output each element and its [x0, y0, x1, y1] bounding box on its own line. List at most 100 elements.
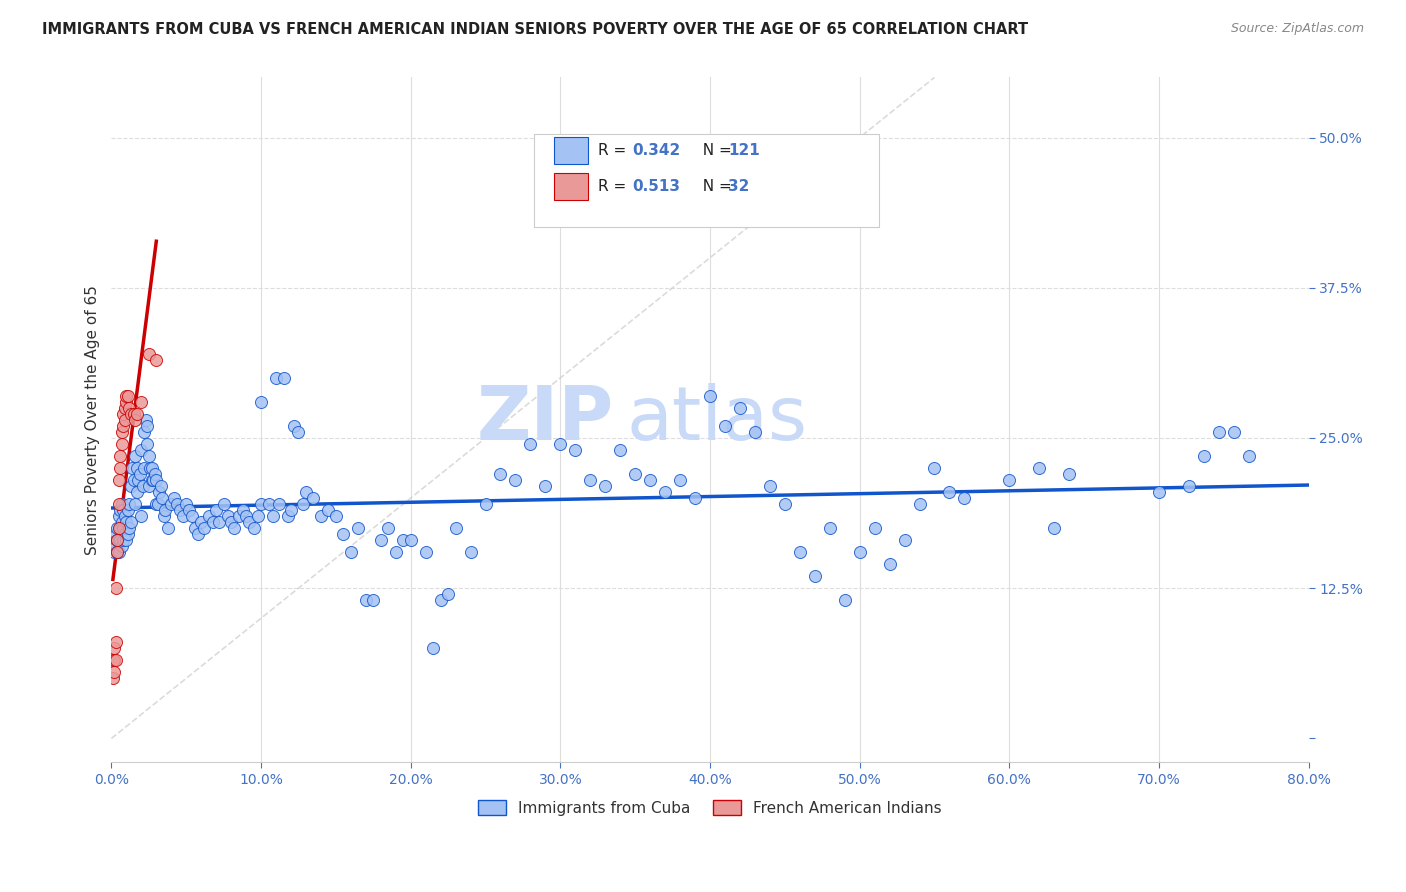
Point: [638, 473, 661, 487]
Point: [117, 389, 139, 403]
Point: [103, 665, 125, 680]
Point: [157, 521, 180, 535]
Point: [250, 395, 273, 409]
Point: [998, 473, 1021, 487]
Point: [318, 503, 340, 517]
Point: [115, 389, 138, 403]
Point: [104, 527, 127, 541]
Point: [744, 425, 766, 439]
Point: [429, 593, 451, 607]
Point: [1222, 425, 1244, 439]
Point: [103, 641, 125, 656]
Point: [111, 497, 134, 511]
Point: [141, 461, 163, 475]
Point: [114, 401, 136, 415]
Point: [1028, 461, 1050, 475]
Point: [149, 479, 172, 493]
Point: [924, 461, 946, 475]
Point: [422, 641, 444, 656]
Point: [110, 449, 132, 463]
Text: 32: 32: [728, 179, 749, 194]
Point: [138, 449, 160, 463]
Text: 0.342: 0.342: [633, 144, 681, 158]
Point: [118, 497, 141, 511]
Point: [212, 497, 235, 511]
Point: [609, 442, 631, 457]
Point: [219, 515, 242, 529]
Text: 0.513: 0.513: [633, 179, 681, 194]
Point: [803, 569, 825, 583]
Point: [332, 527, 354, 541]
Text: atlas: atlas: [626, 384, 807, 457]
Point: [125, 485, 148, 500]
Point: [287, 425, 309, 439]
Point: [138, 479, 160, 493]
Point: [550, 437, 572, 451]
Point: [669, 473, 692, 487]
Point: [193, 521, 215, 535]
Point: [264, 371, 287, 385]
Point: [108, 473, 131, 487]
Point: [224, 521, 246, 535]
Point: [141, 473, 163, 487]
Point: [179, 503, 201, 517]
Point: [160, 497, 183, 511]
Point: [257, 497, 280, 511]
Point: [1208, 425, 1230, 439]
Point: [138, 347, 160, 361]
Point: [110, 503, 132, 517]
Point: [848, 545, 870, 559]
Point: [773, 497, 796, 511]
Point: [104, 635, 127, 649]
Point: [202, 515, 225, 529]
Point: [131, 395, 153, 409]
Point: [235, 509, 257, 524]
Point: [863, 521, 886, 535]
Point: [110, 533, 132, 548]
Point: [114, 413, 136, 427]
Point: [111, 539, 134, 553]
Point: [152, 509, 174, 524]
Point: [155, 503, 177, 517]
Point: [474, 497, 496, 511]
Point: [120, 515, 142, 529]
Point: [120, 479, 142, 493]
Point: [460, 545, 482, 559]
Point: [117, 527, 139, 541]
Point: [624, 467, 647, 481]
Point: [104, 539, 127, 553]
Point: [108, 521, 131, 535]
Point: [145, 352, 167, 367]
Point: [291, 497, 314, 511]
Point: [437, 587, 460, 601]
Point: [112, 503, 135, 517]
Point: [399, 533, 422, 548]
Point: [108, 545, 131, 559]
Point: [579, 473, 602, 487]
Point: [208, 515, 231, 529]
Point: [505, 473, 527, 487]
Point: [117, 503, 139, 517]
Text: 121: 121: [728, 144, 761, 158]
Point: [228, 509, 250, 524]
Point: [238, 515, 260, 529]
Point: [1057, 467, 1080, 481]
Point: [392, 533, 415, 548]
Point: [728, 401, 751, 415]
Point: [105, 545, 128, 559]
Text: R =: R =: [598, 144, 631, 158]
Point: [101, 653, 124, 667]
Point: [145, 473, 167, 487]
Point: [273, 371, 295, 385]
Point: [283, 419, 305, 434]
Point: [128, 467, 150, 481]
Point: [101, 671, 124, 685]
Point: [1192, 449, 1215, 463]
Point: [136, 419, 159, 434]
Point: [104, 581, 127, 595]
Point: [683, 491, 706, 505]
Text: N =: N =: [693, 179, 737, 194]
Point: [110, 521, 132, 535]
Point: [118, 521, 141, 535]
Point: [277, 509, 299, 524]
